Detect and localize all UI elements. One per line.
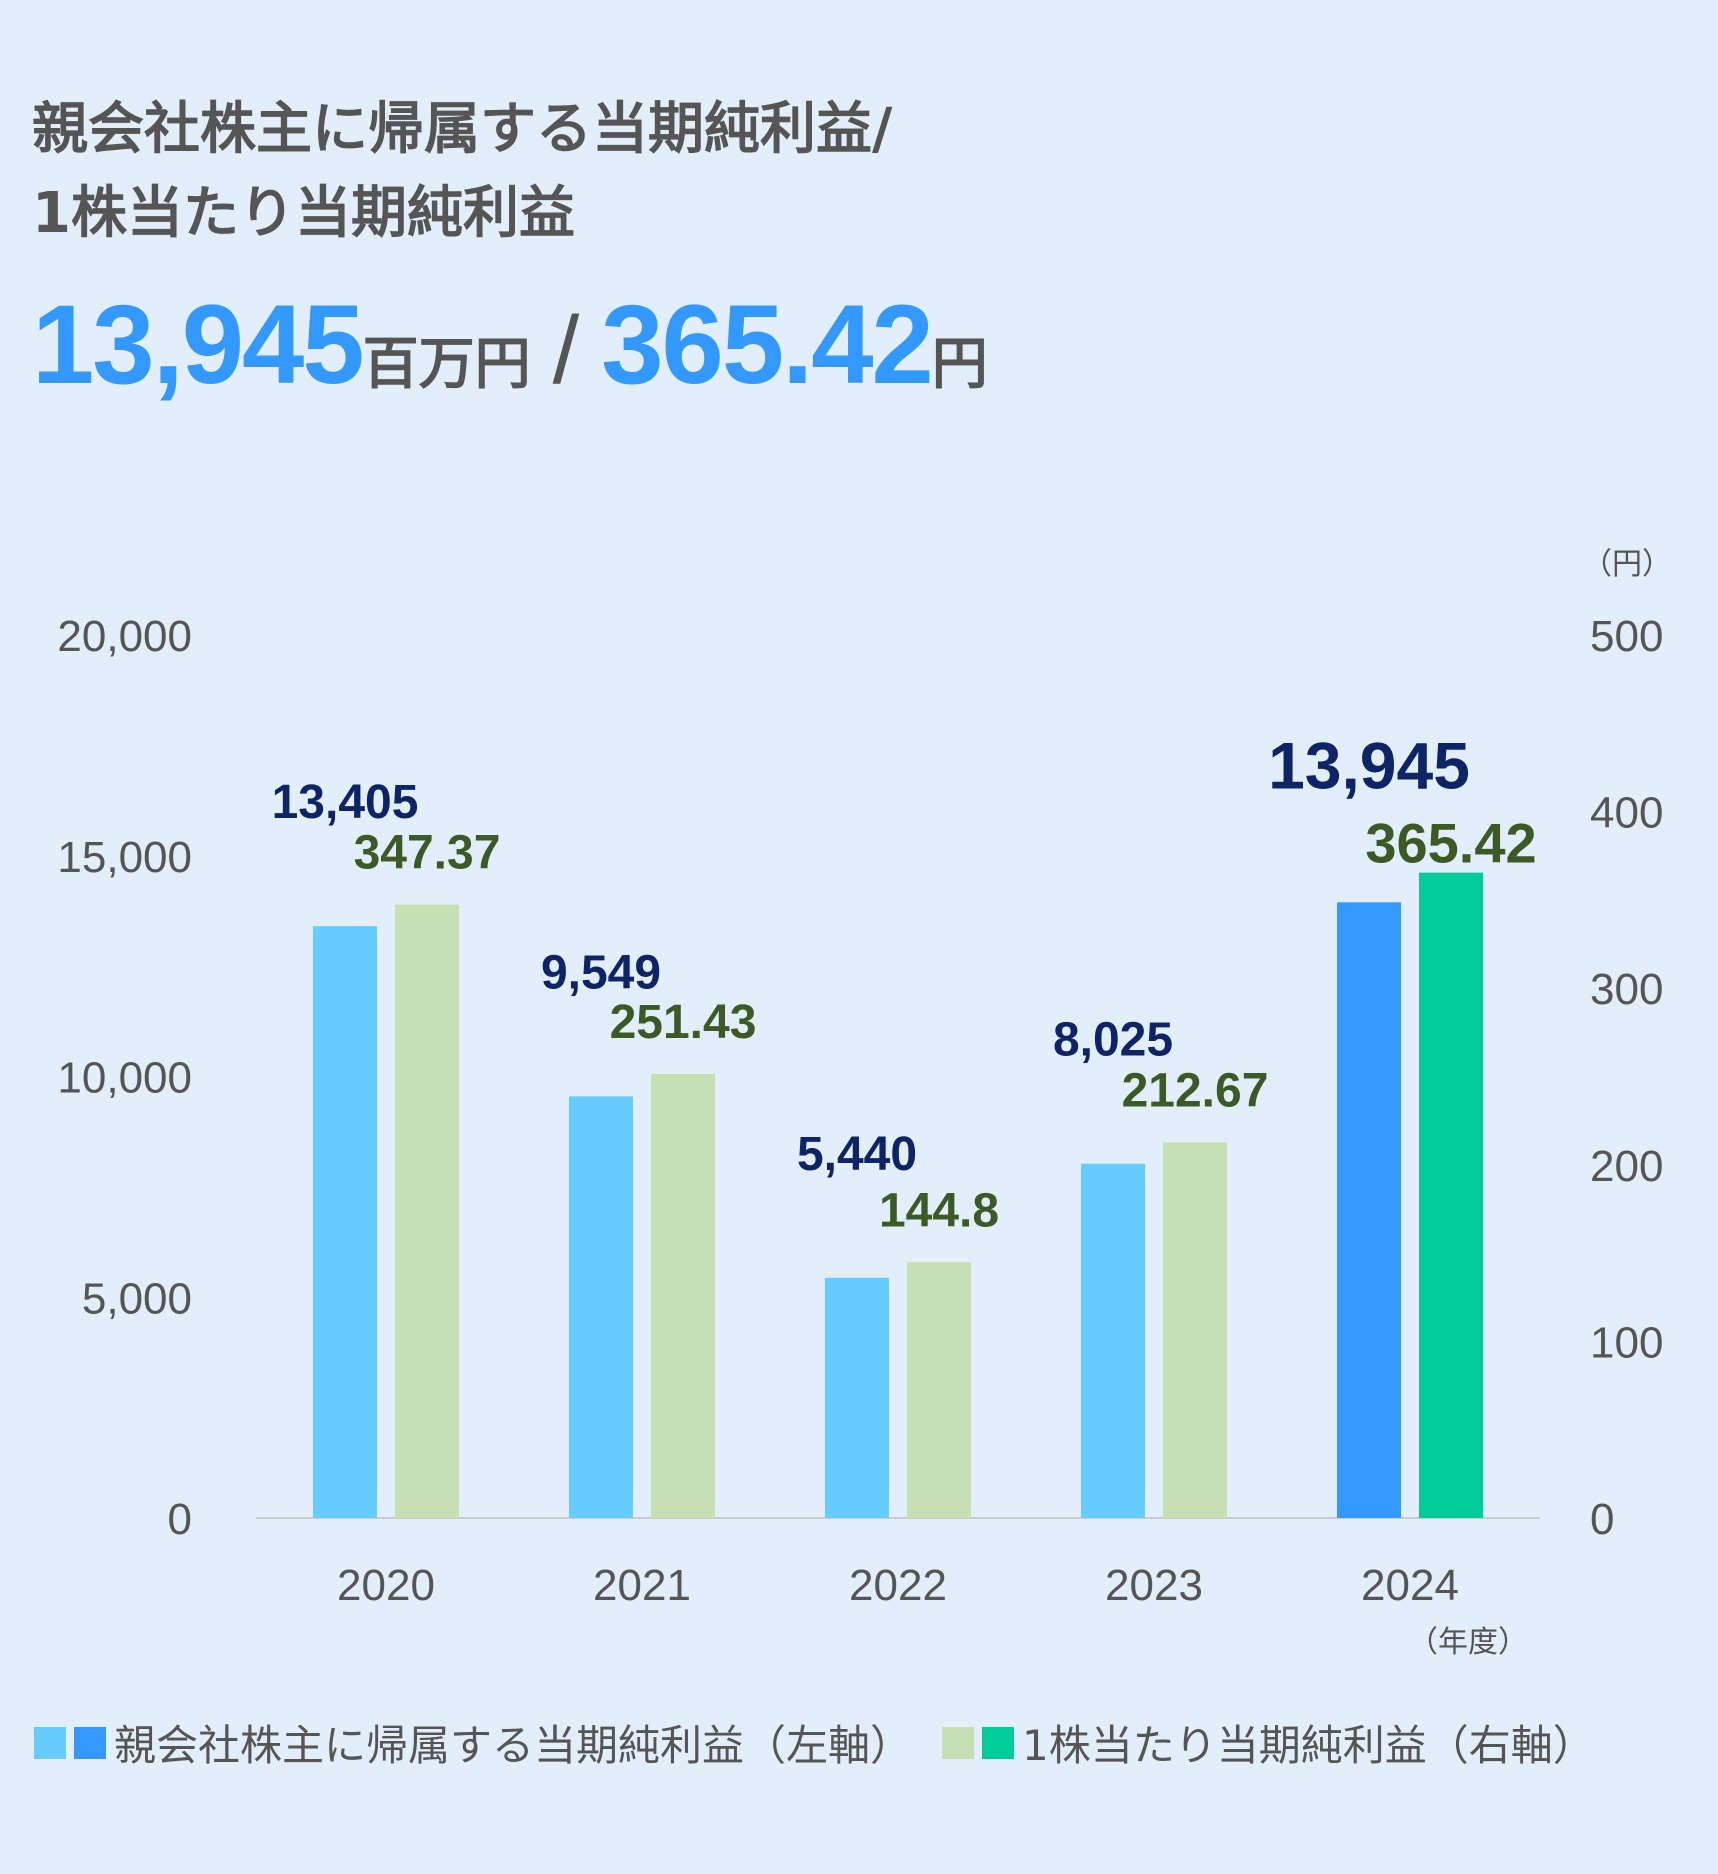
data-label-net-income: 13,405 [272,776,419,829]
right-axis-tick-label: 100 [1590,1318,1663,1367]
right-axis-unit: （円） [1582,547,1672,582]
headline-unit-1: 百万円 [362,332,531,395]
headline-value-1: 13,945 [32,282,365,407]
headline-separator: / [552,297,580,404]
bar-net-income [825,1277,889,1518]
left-axis-tick-label: 0 [168,1495,192,1544]
right-axis-tick-label: 400 [1590,789,1663,838]
right-axis-tick-label: 500 [1590,612,1663,661]
data-label-eps: 251.43 [610,996,757,1049]
x-axis-tick-label: 2024 [1361,1561,1459,1610]
data-label-net-income: 13,945 [1268,728,1470,802]
headline-values: 13,945百万円 /365.42円 [32,280,988,409]
bar-eps [395,904,459,1518]
left-axis-tick-label: 20,000 [57,612,192,661]
data-label-net-income: 5,440 [797,1128,917,1181]
bar-eps [1163,1142,1227,1518]
bar-net-income [1081,1163,1145,1518]
data-label-eps: 365.42 [1365,812,1536,875]
bar-eps [1419,872,1483,1518]
chart-title-line2: 1株当たり当期純利益 [32,181,575,246]
data-label-eps: 144.8 [879,1184,999,1237]
chart-title-line1: 親会社株主に帰属する当期純利益/ [32,97,893,162]
legend: 親会社株主に帰属する当期純利益（左軸） 1株当たり当期純利益（右軸） [34,1712,1595,1773]
data-label-eps: 212.67 [1122,1064,1269,1117]
right-axis-tick-label: 0 [1590,1495,1614,1544]
right-axis-tick-label: 200 [1590,1142,1663,1191]
headline-value-2: 365.42 [601,282,934,407]
x-axis-tick-label: 2023 [1105,1561,1203,1610]
left-axis-tick-label: 5,000 [82,1274,192,1323]
bar-net-income [313,926,377,1518]
data-label-net-income: 8,025 [1053,1014,1173,1067]
x-axis-unit: （年度） [1408,1625,1528,1660]
bar-eps [907,1262,971,1518]
bar-chart: 0 5,000 10,000 15,000 20,000 0 100 200 300 400 500… [57,547,1672,1660]
legend-swatch-right [942,1726,975,1759]
left-axis-tick-label: 15,000 [57,833,192,882]
headline-unit-2: 円 [931,332,988,395]
bar-net-income [569,1096,633,1518]
legend-label-right: 1株当たり当期純利益（右軸） [1022,1721,1595,1770]
chart-title: 親会社株主に帰属する当期純利益/ 1株当たり当期純利益 [32,88,892,256]
data-label-net-income: 9,549 [541,946,661,999]
x-axis-tick-label: 2021 [593,1561,691,1610]
data-label-eps: 347.37 [354,827,501,880]
legend-swatch-right-highlight [982,1726,1015,1759]
x-axis-tick-label: 2022 [849,1561,947,1610]
right-axis-tick-label: 300 [1590,965,1663,1014]
legend-swatch-left [34,1726,66,1759]
x-axis-tick-label: 2020 [337,1561,435,1610]
bar-eps [651,1073,715,1518]
left-axis-tick-label: 10,000 [57,1054,192,1103]
legend-label-left: 親会社株主に帰属する当期純利益（左軸） [114,1721,913,1770]
legend-swatch-left-highlight [74,1726,106,1759]
bar-net-income [1337,902,1401,1518]
